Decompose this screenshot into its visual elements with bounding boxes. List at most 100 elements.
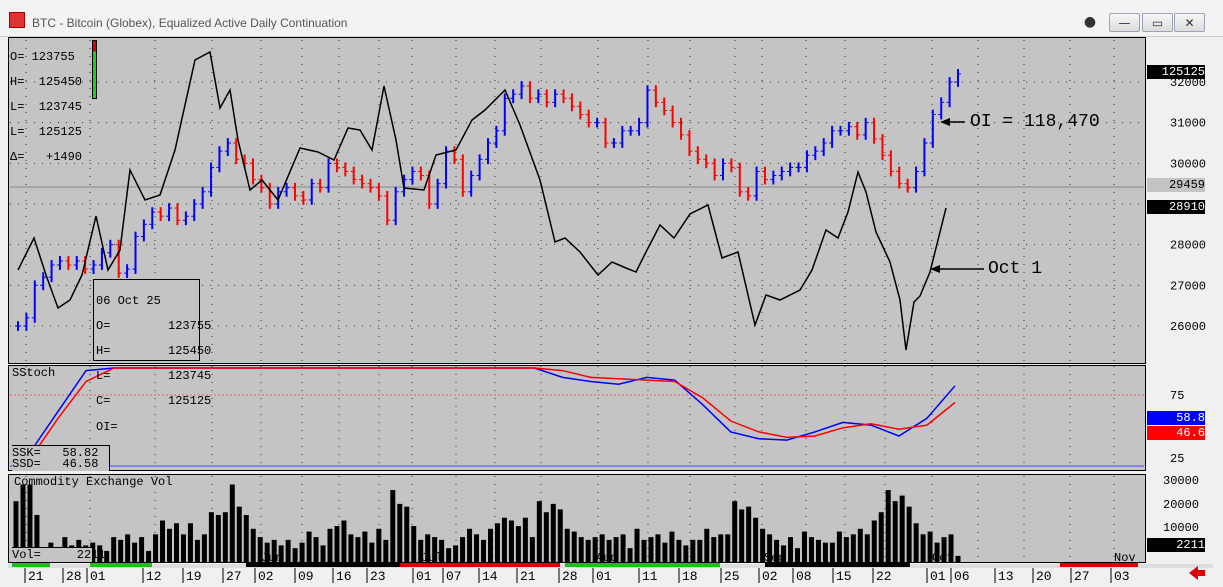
volume-bar xyxy=(243,514,249,562)
volume-bar xyxy=(934,542,940,562)
volume-bar xyxy=(592,537,598,562)
last-price-badge: 125125 xyxy=(1147,65,1205,79)
databox-low: L= 123745 xyxy=(96,369,212,384)
date-axis-label: 22 xyxy=(876,569,892,584)
volume-bar xyxy=(760,528,766,562)
volume-bar xyxy=(320,545,326,562)
volume-bar xyxy=(236,506,242,562)
volume-bar xyxy=(460,537,466,562)
right-axis-panel xyxy=(1146,37,1213,563)
databox-open: O= 123755 xyxy=(96,318,212,333)
volume-axis-label: 10000 xyxy=(1163,521,1199,535)
month-label: Aug xyxy=(596,551,618,565)
volume-bar xyxy=(829,542,835,562)
volume-bar xyxy=(739,509,745,562)
ssk-badge: 58.8 xyxy=(1147,411,1205,425)
volume-bar xyxy=(264,542,270,562)
volume-bar xyxy=(376,528,382,562)
volume-bar xyxy=(927,531,933,562)
minimize-button[interactable]: — xyxy=(1109,13,1140,32)
mid-price-badge: 29459 xyxy=(1147,178,1205,192)
volume-bar xyxy=(383,539,389,562)
date-strip-segment xyxy=(90,563,152,567)
month-label: Oct xyxy=(932,551,954,565)
volume-bar xyxy=(180,534,186,562)
close-button[interactable]: ✕ xyxy=(1174,13,1205,32)
volume-bar xyxy=(355,537,361,562)
volume-bar xyxy=(683,545,689,562)
volume-bar xyxy=(187,523,193,562)
date-axis-label: 06 xyxy=(954,569,970,584)
databox-high: H= 125450 xyxy=(96,343,212,358)
volume-bar xyxy=(34,514,40,562)
volume-bar xyxy=(913,523,919,562)
readout-color-bar xyxy=(92,40,97,99)
volume-bar xyxy=(222,512,228,562)
price-axis-label: 32000 xyxy=(1170,76,1206,90)
stoch-axis-label: 75 xyxy=(1170,389,1184,403)
volume-bar xyxy=(446,548,452,562)
red-left-arrow-icon[interactable] xyxy=(1187,564,1207,582)
volume-bar xyxy=(948,534,954,562)
date-axis-label: 28 xyxy=(562,569,578,584)
month-label: Jun xyxy=(261,551,283,565)
volume-bar xyxy=(808,537,814,562)
volume-bar xyxy=(362,531,368,562)
volume-bar xyxy=(292,548,298,562)
volume-bar xyxy=(118,539,124,562)
volume-bar xyxy=(578,537,584,562)
volume-bar xyxy=(139,537,145,562)
volume-bar xyxy=(487,528,493,562)
date-strip-segment xyxy=(565,563,720,567)
date-axis-label: 03 xyxy=(1114,569,1130,584)
volume-bar xyxy=(341,520,347,562)
maximize-button[interactable]: ▭ xyxy=(1142,13,1173,32)
volume-bar xyxy=(229,484,235,562)
date-axis-label: 20 xyxy=(1036,569,1052,584)
oct1-annotation: Oct 1 xyxy=(988,259,1043,279)
volume-bar xyxy=(494,523,500,562)
volume-bar xyxy=(641,539,647,562)
volume-bar xyxy=(885,490,891,562)
date-axis-label: 14 xyxy=(482,569,498,584)
price-axis-label: 26000 xyxy=(1170,320,1206,334)
options-button[interactable]: ● xyxy=(1083,14,1097,30)
volume-bar xyxy=(599,534,605,562)
stoch-line-ssd xyxy=(29,367,956,460)
stoch-panel[interactable] xyxy=(8,365,1146,471)
volume-bar xyxy=(557,509,563,562)
volume-bar xyxy=(906,506,912,562)
date-axis-label: 13 xyxy=(998,569,1014,584)
oct1-arrow-head xyxy=(930,265,940,273)
oi-arrow-head xyxy=(940,118,950,126)
date-axis-label: 25 xyxy=(724,569,740,584)
volume-bar xyxy=(508,520,514,562)
date-strip-segment xyxy=(246,563,400,567)
volume-bar xyxy=(801,531,807,562)
volume-bar xyxy=(439,539,445,562)
date-axis-label: 01 xyxy=(90,569,106,584)
date-axis-label: 28 xyxy=(66,569,82,584)
volume-bar xyxy=(697,539,703,562)
date-axis-label: 15 xyxy=(836,569,852,584)
volume-bar xyxy=(627,548,633,562)
volume-bar xyxy=(474,534,480,562)
volume-bar xyxy=(146,550,152,562)
volume-bar xyxy=(334,526,340,562)
volume-axis-label: 20000 xyxy=(1163,498,1199,512)
volume-bar xyxy=(453,545,459,562)
volume-bar xyxy=(522,517,528,562)
volume-bar xyxy=(892,501,898,562)
date-axis-label: 18 xyxy=(682,569,698,584)
volume-bar xyxy=(111,537,117,562)
readout-open: O= 123755 xyxy=(10,49,75,64)
date-axis-label: 01 xyxy=(416,569,432,584)
date-axis-label: 16 xyxy=(336,569,352,584)
volume-bar xyxy=(194,539,200,562)
volume-bar xyxy=(543,512,549,562)
volume-bar xyxy=(843,537,849,562)
price-axis-label: 28000 xyxy=(1170,239,1206,253)
volume-bar xyxy=(774,539,780,562)
volume-bar xyxy=(529,537,535,562)
